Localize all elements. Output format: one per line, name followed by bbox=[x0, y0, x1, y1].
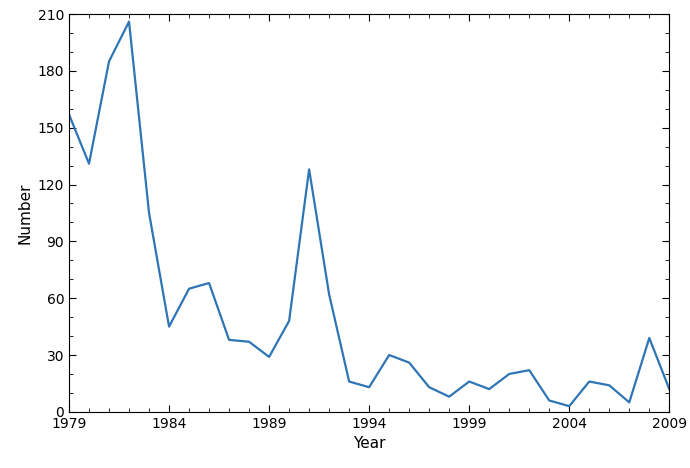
X-axis label: Year: Year bbox=[353, 436, 386, 451]
Y-axis label: Number: Number bbox=[17, 182, 32, 244]
